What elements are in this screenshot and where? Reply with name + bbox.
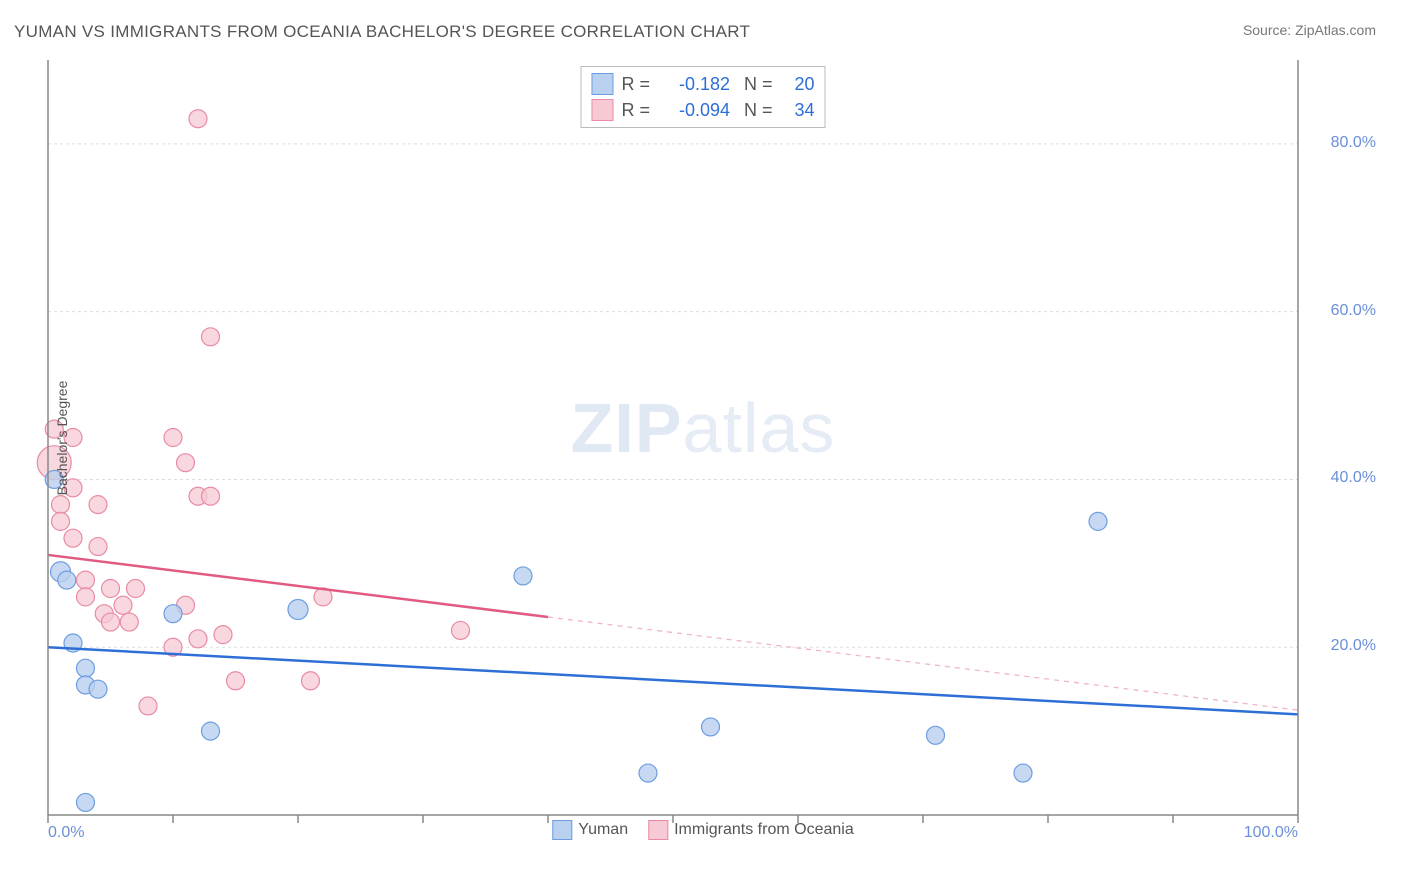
y-tick-label: 60.0% — [1331, 302, 1376, 320]
legend-item: Immigrants from Oceania — [648, 820, 854, 840]
source-attribution: Source: ZipAtlas.com — [1243, 22, 1376, 38]
legend-n-value: 20 — [781, 71, 815, 97]
legend-r-label: R = — [621, 97, 650, 123]
y-axis-label: Bachelor's Degree — [54, 380, 70, 495]
legend-label: Yuman — [578, 821, 628, 838]
y-tick-label: 80.0% — [1331, 134, 1376, 152]
x-tick-label: 100.0% — [1244, 824, 1298, 842]
legend-item: Yuman — [552, 820, 628, 840]
series-legend: Yuman Immigrants from Oceania — [552, 820, 853, 840]
chart-svg — [48, 60, 1298, 815]
x-tick-label: 0.0% — [48, 824, 84, 842]
legend-label: Immigrants from Oceania — [674, 821, 854, 838]
chart-title: YUMAN VS IMMIGRANTS FROM OCEANIA BACHELO… — [14, 22, 750, 42]
legend-swatch — [591, 99, 613, 121]
legend-r-value: -0.182 — [658, 71, 730, 97]
scatter-chart: Bachelor's Degree — [48, 60, 1298, 815]
y-tick-label: 20.0% — [1331, 637, 1376, 655]
legend-swatch — [591, 73, 613, 95]
legend-r-value: -0.094 — [658, 97, 730, 123]
legend-n-value: 34 — [781, 97, 815, 123]
legend-n-label: N = — [744, 97, 773, 123]
legend-row: R = -0.094 N = 34 — [591, 97, 814, 123]
y-tick-label: 40.0% — [1331, 469, 1376, 487]
correlation-legend: R = -0.182 N = 20 R = -0.094 N = 34 — [580, 66, 825, 128]
legend-r-label: R = — [621, 71, 650, 97]
legend-swatch — [552, 820, 572, 840]
legend-n-label: N = — [744, 71, 773, 97]
legend-row: R = -0.182 N = 20 — [591, 71, 814, 97]
legend-swatch — [648, 820, 668, 840]
